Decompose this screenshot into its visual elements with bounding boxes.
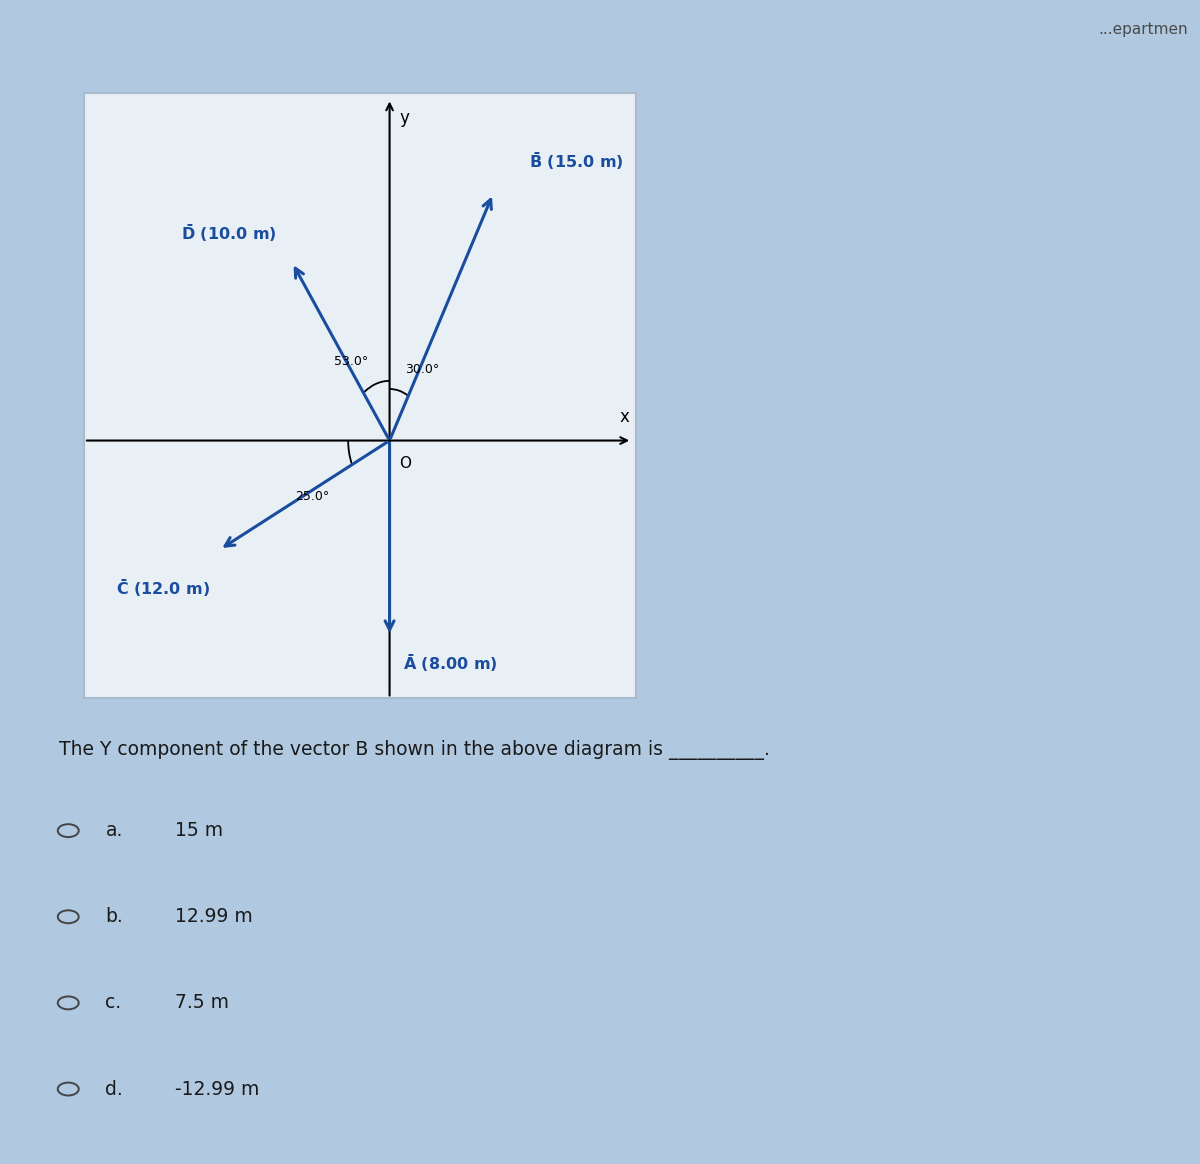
Text: c.: c. (106, 993, 121, 1013)
Text: x: x (619, 407, 629, 426)
Text: 30.0°: 30.0° (406, 363, 439, 376)
Text: 53.0°: 53.0° (335, 355, 368, 368)
Text: 12.99 m: 12.99 m (175, 907, 253, 927)
Text: 7.5 m: 7.5 m (175, 993, 229, 1013)
Text: -12.99 m: -12.99 m (175, 1079, 259, 1099)
Text: O: O (400, 455, 412, 470)
Text: y: y (400, 109, 409, 127)
Text: b.: b. (106, 907, 124, 927)
Text: 25.0°: 25.0° (295, 490, 329, 503)
Text: ...epartmen: ...epartmen (1098, 22, 1188, 36)
Text: $\mathbf{\bar{D}}$ (10.0 m): $\mathbf{\bar{D}}$ (10.0 m) (181, 222, 276, 243)
Text: d.: d. (106, 1079, 124, 1099)
Text: $\mathbf{\bar{A}}$ (8.00 m): $\mathbf{\bar{A}}$ (8.00 m) (403, 652, 498, 674)
Text: 15 m: 15 m (175, 821, 223, 840)
Text: a.: a. (106, 821, 122, 840)
Text: $\mathbf{\bar{C}}$ (12.0 m): $\mathbf{\bar{C}}$ (12.0 m) (115, 576, 210, 598)
Text: The Y component of the vector B shown in the above diagram is __________.: The Y component of the vector B shown in… (59, 740, 769, 760)
Text: $\mathbf{\bar{B}}$ (15.0 m): $\mathbf{\bar{B}}$ (15.0 m) (528, 150, 623, 172)
